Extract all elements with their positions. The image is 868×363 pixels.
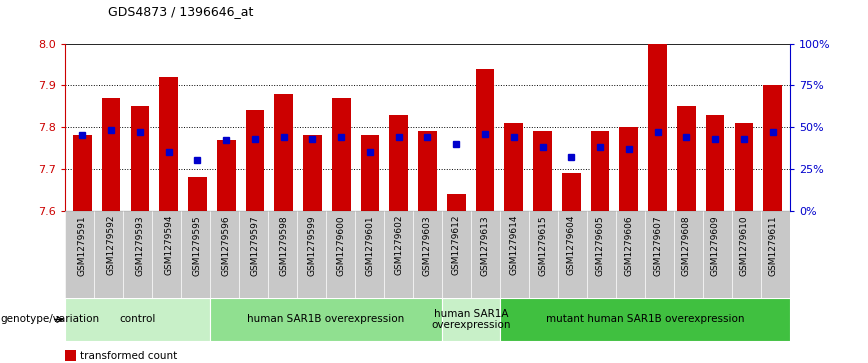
Bar (677, 106, 695, 211)
Bar (447, 194, 465, 211)
Bar (390, 114, 408, 211)
Bar (674, 211, 703, 298)
Bar (442, 211, 471, 298)
Bar (65, 211, 94, 298)
Bar (706, 114, 725, 211)
Text: GSM1279606: GSM1279606 (624, 215, 634, 276)
Bar (181, 211, 210, 298)
Text: GSM1279604: GSM1279604 (567, 215, 575, 276)
Bar (160, 77, 178, 211)
Bar (210, 298, 442, 341)
Bar (591, 131, 609, 211)
Bar (326, 211, 355, 298)
Text: GSM1279599: GSM1279599 (308, 215, 317, 276)
Bar (620, 127, 638, 211)
Bar (413, 211, 442, 298)
Text: GSM1279609: GSM1279609 (711, 215, 720, 276)
Bar (734, 123, 753, 211)
Text: genotype/variation: genotype/variation (1, 314, 100, 325)
Text: GSM1279591: GSM1279591 (78, 215, 87, 276)
Bar (239, 211, 268, 298)
Text: GDS4873 / 1396646_at: GDS4873 / 1396646_at (108, 5, 253, 18)
Text: GSM1279597: GSM1279597 (251, 215, 260, 276)
Bar (504, 123, 523, 211)
Bar (297, 211, 326, 298)
Bar (355, 211, 384, 298)
Bar (471, 211, 500, 298)
Text: GSM1279603: GSM1279603 (423, 215, 432, 276)
Bar (761, 211, 790, 298)
Text: GSM1279615: GSM1279615 (538, 215, 547, 276)
Text: GSM1279596: GSM1279596 (221, 215, 231, 276)
Bar (303, 135, 322, 211)
Bar (123, 211, 152, 298)
Bar (217, 140, 235, 211)
Text: GSM1279600: GSM1279600 (337, 215, 345, 276)
Text: GSM1279608: GSM1279608 (682, 215, 691, 276)
Bar (500, 211, 529, 298)
Bar (246, 110, 264, 211)
Bar (529, 211, 558, 298)
Text: GSM1279613: GSM1279613 (481, 215, 490, 276)
Bar (500, 298, 790, 341)
Bar (732, 211, 761, 298)
Bar (332, 98, 351, 211)
Bar (476, 69, 495, 211)
Bar (102, 98, 121, 211)
Bar (65, 298, 210, 341)
Bar (645, 211, 674, 298)
Text: human SAR1B overexpression: human SAR1B overexpression (247, 314, 404, 325)
Text: GSM1279595: GSM1279595 (193, 215, 202, 276)
Text: GSM1279612: GSM1279612 (451, 215, 461, 276)
Text: GSM1279614: GSM1279614 (510, 215, 518, 276)
Bar (587, 211, 616, 298)
Text: mutant human SAR1B overexpression: mutant human SAR1B overexpression (546, 314, 744, 325)
Bar (616, 211, 645, 298)
Bar (533, 131, 552, 211)
Bar (763, 85, 782, 211)
Bar (210, 211, 239, 298)
Bar (703, 211, 732, 298)
Text: GSM1279610: GSM1279610 (740, 215, 748, 276)
Text: GSM1279601: GSM1279601 (365, 215, 374, 276)
Bar (384, 211, 413, 298)
Text: GSM1279602: GSM1279602 (394, 215, 404, 276)
Text: GSM1279593: GSM1279593 (135, 215, 144, 276)
Bar (152, 211, 181, 298)
Bar (268, 211, 297, 298)
Text: GSM1279605: GSM1279605 (595, 215, 604, 276)
Bar (188, 177, 207, 211)
Bar (360, 135, 379, 211)
Text: GSM1279592: GSM1279592 (107, 215, 115, 276)
Text: GSM1279594: GSM1279594 (164, 215, 173, 276)
Bar (442, 298, 500, 341)
Text: GSM1279598: GSM1279598 (279, 215, 288, 276)
Bar (274, 94, 293, 211)
Text: transformed count: transformed count (80, 351, 177, 361)
Bar (418, 131, 437, 211)
Bar (562, 173, 581, 211)
Bar (130, 106, 149, 211)
Bar (558, 211, 587, 298)
Text: human SAR1A
overexpression: human SAR1A overexpression (431, 309, 510, 330)
Text: control: control (120, 314, 155, 325)
Text: GSM1279611: GSM1279611 (768, 215, 777, 276)
Bar (648, 44, 667, 211)
Bar (73, 135, 92, 211)
Bar (94, 211, 123, 298)
Text: GSM1279607: GSM1279607 (653, 215, 662, 276)
